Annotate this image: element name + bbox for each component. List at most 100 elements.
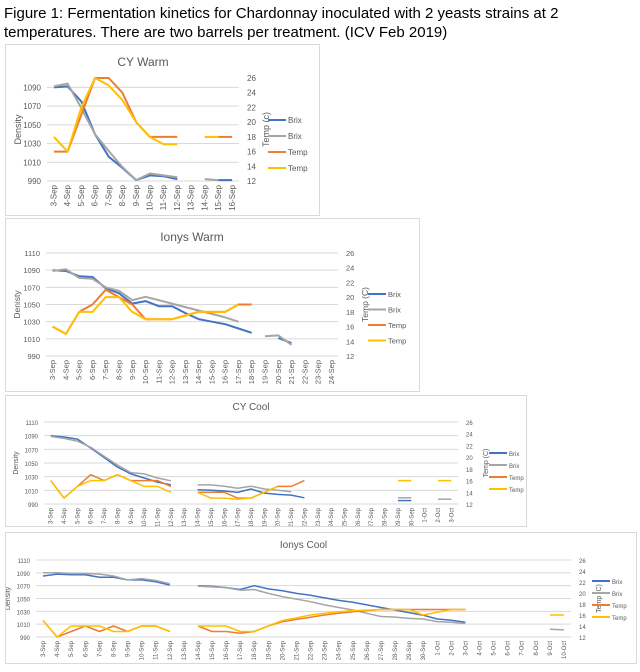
x-tick-label: 5-Sep <box>75 507 81 524</box>
chart-cy-warm: CY Warm 990 1010 1030 1050 1070 1090 12 14 16 18 20… <box>5 44 320 216</box>
y-tick-label: 1070 <box>23 283 40 292</box>
y-axis-label: Density <box>13 114 23 145</box>
x-tick-label: 13-Sep <box>182 640 188 660</box>
y2-tick-label: 24 <box>579 570 586 576</box>
x-tick-label: 15-Sep <box>210 640 216 660</box>
x-tick-label: 6-Oct <box>506 641 512 656</box>
y-tick-label: 1090 <box>17 572 31 578</box>
chart-title: CY Warm <box>117 55 168 69</box>
series-line-0 <box>197 584 466 623</box>
x-tick-label: 13-Sep <box>181 360 190 384</box>
x-tick-label: 19-Sep <box>266 640 272 660</box>
series-line-3 <box>197 485 279 501</box>
series-line-1 <box>197 484 292 493</box>
y2-tick-label: 24 <box>466 433 473 439</box>
y2-tick-label: 18 <box>346 308 354 317</box>
y2-tick-label: 16 <box>346 323 354 332</box>
x-tick-label: 7-Oct <box>520 641 526 656</box>
legend-label: Temp <box>509 488 524 494</box>
x-tick-label: 5-Oct <box>492 641 498 656</box>
y2-tick-label: 12 <box>247 177 256 186</box>
series-line-2 <box>53 77 178 153</box>
y2-tick-label: 22 <box>466 444 473 450</box>
x-tick-label: 14-Sep <box>194 360 203 384</box>
legend-label: Brix <box>288 132 302 141</box>
series-line-0 <box>52 269 253 334</box>
y2-axis-label: Temp (C) <box>596 584 603 613</box>
series-line-1 <box>43 572 170 585</box>
y-tick-label: 1110 <box>24 249 40 258</box>
y-axis-label: Denisty <box>12 290 22 319</box>
x-tick-label: 20-Sep <box>274 360 283 384</box>
figure-caption: Figure 1: Fermentation kinetics for Char… <box>4 5 559 41</box>
y-axis-label: Density <box>6 586 12 610</box>
x-tick-label: 10-Sep <box>141 360 150 384</box>
x-tick-label: 10-Oct <box>562 641 568 659</box>
x-tick-label: 19-Sep <box>261 360 270 384</box>
legend-label: Temp <box>388 321 406 330</box>
series-line-0 <box>197 488 305 499</box>
y2-tick-label: 26 <box>466 421 473 427</box>
x-tick-label: 13-Sep <box>187 184 196 210</box>
x-tick-label: 8-Oct <box>534 641 540 656</box>
x-tick-label: 22-Sep <box>300 360 309 384</box>
legend-label: Temp <box>388 337 406 346</box>
x-tick-label: 6-Sep <box>89 507 95 524</box>
y-tick-label: 1110 <box>18 559 31 565</box>
x-tick-label: 2-Oct <box>449 641 455 656</box>
y-tick-label: 1050 <box>23 301 40 310</box>
y2-tick-label: 20 <box>579 592 586 598</box>
y-tick-label: 1030 <box>17 610 31 616</box>
y2-tick-label: 16 <box>579 614 586 620</box>
y-tick-label: 1070 <box>23 102 41 111</box>
y2-tick-label: 22 <box>247 103 256 112</box>
legend-label: Brix <box>612 592 622 598</box>
chart-svg: CY Cool 990 1010 1030 1050 1070 1090 1110 12 14 16… <box>13 402 524 526</box>
chart-ionys-warm: Ionys Warm 990 1010 1030 1050 1070 1090 1110 12 1… <box>5 218 420 392</box>
x-tick-label: 18-Sep <box>247 360 256 384</box>
x-tick-label: 13-Sep <box>182 507 188 526</box>
x-tick-label: 22-Sep <box>302 507 308 526</box>
x-tick-label: 9-Sep <box>126 640 132 657</box>
x-tick-label: 12-Sep <box>173 184 182 210</box>
x-tick-label: 28-Sep <box>383 507 389 526</box>
x-tick-label: 16-Sep <box>222 507 228 526</box>
y-tick-label: 990 <box>28 503 39 509</box>
x-tick-label: 19-Sep <box>262 507 268 526</box>
x-tick-label: 2-Oct <box>436 508 442 523</box>
series-line-1 <box>197 585 466 625</box>
y-tick-label: 1010 <box>25 489 39 495</box>
x-tick-label: 6-Sep <box>88 360 97 380</box>
x-tick-label: 4-Sep <box>62 507 68 524</box>
y-tick-label: 1050 <box>23 121 41 130</box>
y-tick-label: 1010 <box>17 623 31 629</box>
x-tick-label: 4-Oct <box>477 641 483 656</box>
legend-label: Temp <box>288 164 308 173</box>
x-tick-label: 22-Sep <box>309 640 315 660</box>
y-tick-label: 1030 <box>23 318 40 327</box>
y2-tick-label: 24 <box>346 264 354 273</box>
y2-axis-label: Temp (C) <box>360 287 370 322</box>
chart-title: Ionys Cool <box>280 540 327 551</box>
x-tick-label: 12-Sep <box>168 360 177 384</box>
series-line-1 <box>549 628 565 631</box>
x-tick-label: 11-Sep <box>156 507 162 526</box>
x-tick-label: 5-Sep <box>77 184 86 206</box>
series-line-3 <box>42 620 171 638</box>
y-tick-label: 1070 <box>25 448 39 454</box>
y2-tick-label: 12 <box>346 352 354 361</box>
legend-label: Brix <box>509 452 519 458</box>
x-tick-label: 1-Oct <box>435 641 441 656</box>
x-tick-label: 25-Sep <box>351 640 357 660</box>
x-tick-label: 8-Sep <box>115 360 124 380</box>
x-tick-label: 7-Sep <box>102 507 108 524</box>
x-tick-label: 16-Sep <box>228 184 237 210</box>
x-tick-label: 8-Sep <box>111 640 117 657</box>
x-tick-label: 24-Sep <box>329 507 335 526</box>
x-tick-label: 29-Sep <box>396 507 402 526</box>
y-tick-label: 1030 <box>23 140 41 149</box>
y-axis-label: Density <box>13 451 20 475</box>
x-tick-label: 8-Sep <box>118 184 127 206</box>
x-tick-label: 21-Sep <box>294 640 300 660</box>
x-tick-label: 7-Sep <box>104 184 113 206</box>
